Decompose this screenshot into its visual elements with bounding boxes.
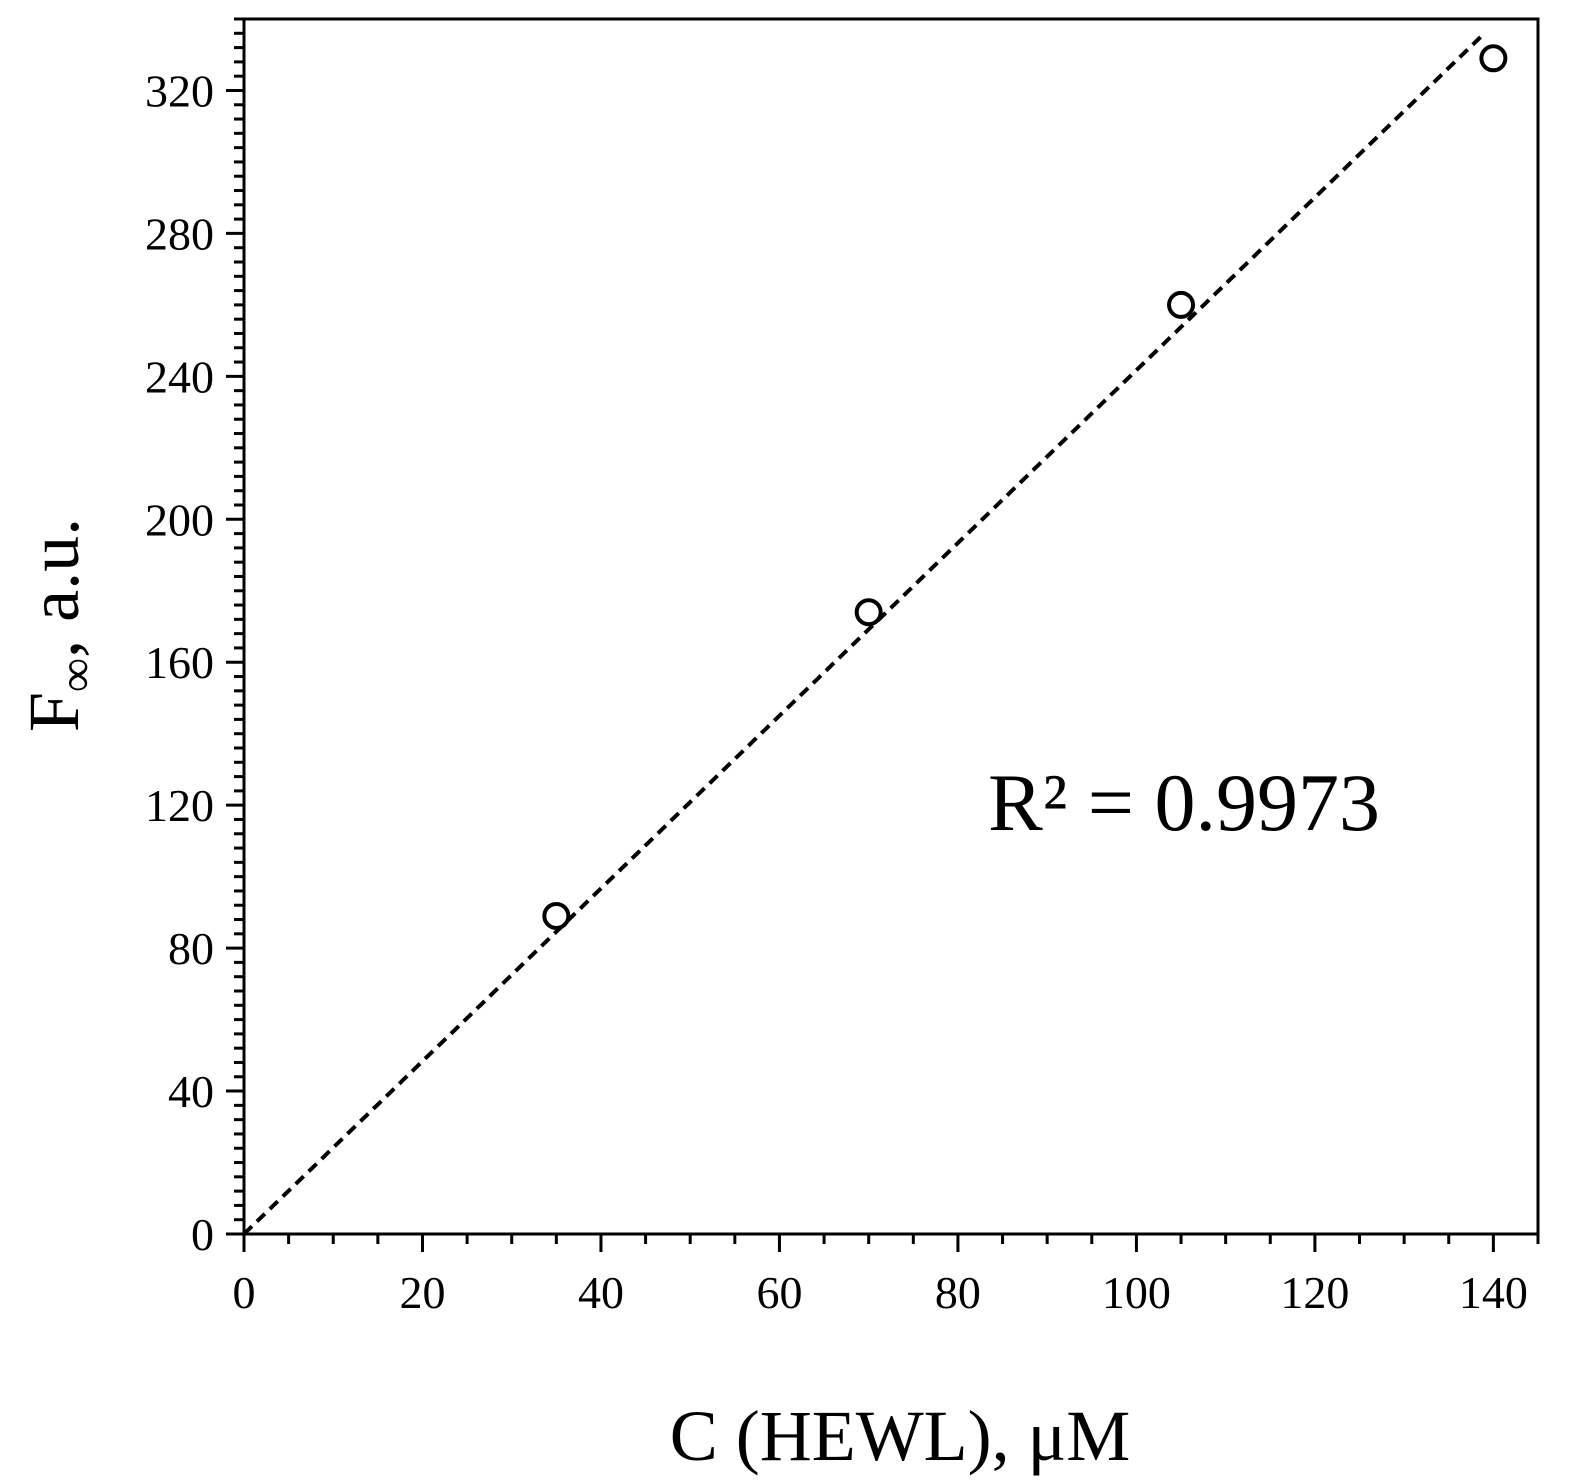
r-squared-annotation: R² = 0.9973 — [988, 757, 1380, 848]
y-axis-title: F∞, a.u. — [14, 518, 103, 732]
y-tick-label: 320 — [145, 65, 214, 116]
y-tick-label: 0 — [191, 1209, 214, 1260]
x-axis-title: C (HEWL), μM — [670, 1396, 1131, 1476]
y-tick-label: 40 — [168, 1066, 214, 1117]
x-tick-label: 120 — [1280, 1267, 1349, 1318]
data-point — [542, 901, 571, 930]
data-point — [1479, 44, 1508, 73]
data-point — [1167, 290, 1196, 319]
y-axis-title-rest: , a.u. — [14, 518, 94, 658]
y-axis-ticks — [226, 17, 244, 1236]
x-tick-label: 40 — [578, 1267, 624, 1318]
y-axis-title-subscript: ∞ — [50, 658, 103, 692]
x-tick-label: 0 — [233, 1267, 256, 1318]
plot-frame — [242, 17, 1540, 1236]
data-points — [542, 44, 1508, 930]
fit-line — [242, 31, 1486, 1236]
y-axis-title-main: F — [14, 692, 94, 732]
x-tick-label: 60 — [756, 1267, 802, 1318]
x-tick-label: 140 — [1459, 1267, 1528, 1318]
x-axis-ticks — [242, 1234, 1540, 1252]
y-tick-label: 240 — [145, 351, 214, 402]
y-tick-label: 280 — [145, 208, 214, 259]
y-tick-label: 80 — [168, 923, 214, 974]
x-tick-label: 100 — [1102, 1267, 1171, 1318]
data-point — [854, 598, 883, 627]
y-tick-label: 160 — [145, 637, 214, 688]
y-tick-label: 200 — [145, 494, 214, 545]
y-axis-tick-labels: 0 40 80 120 160 200 240 280 320 — [145, 65, 214, 1260]
x-axis-tick-labels: 0 20 40 60 80 100 120 140 — [233, 1267, 1528, 1318]
x-tick-label: 80 — [935, 1267, 981, 1318]
y-tick-label: 120 — [145, 780, 214, 831]
x-tick-label: 20 — [399, 1267, 445, 1318]
